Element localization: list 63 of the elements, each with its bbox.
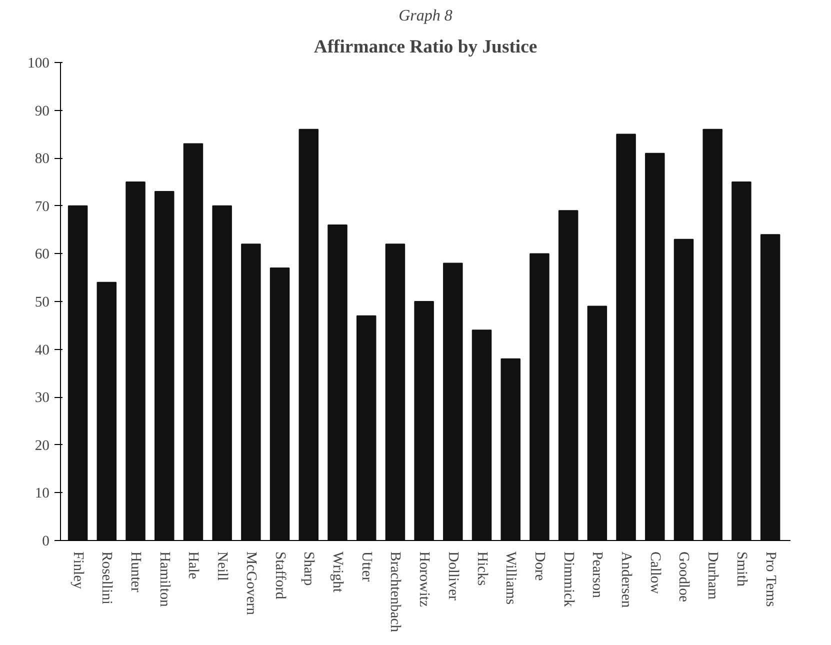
y-tick-label: 70	[34, 198, 50, 215]
bar	[500, 358, 520, 540]
bar	[96, 282, 117, 540]
bar	[760, 234, 780, 540]
x-tick-label: Neill	[214, 552, 230, 581]
x-tick-label: Hale	[185, 552, 202, 580]
bar	[645, 152, 665, 540]
x-tick-label: Hunter	[128, 552, 144, 592]
bar	[270, 268, 290, 540]
bar	[674, 238, 694, 540]
x-tick-label: Rosellini	[98, 552, 115, 604]
x-tick-label: Stafford	[272, 552, 288, 600]
caption: Graph 8	[398, 8, 452, 24]
bar	[530, 253, 550, 540]
x-tick-label: Utter	[358, 552, 374, 582]
x-tick-label: Dore	[531, 552, 548, 581]
bar	[356, 315, 376, 540]
bar	[298, 128, 319, 540]
x-tick-label: Goodloe	[676, 552, 692, 602]
bar	[702, 128, 722, 540]
x-tick-label: Sharp	[300, 552, 317, 586]
x-tick-label: Dimmick	[560, 552, 576, 608]
bar	[68, 205, 88, 540]
bar	[414, 301, 434, 540]
x-tick-label: Hamilton	[156, 552, 172, 608]
y-tick-label: 20	[34, 438, 50, 454]
chart-title: Affirmance Ratio by Justice	[314, 36, 538, 58]
x-tick-label: Durham	[704, 552, 721, 600]
y-tick-label: 10	[34, 486, 50, 502]
x-tick-label: Smith	[733, 552, 750, 588]
x-tick-label: Callow	[646, 552, 663, 594]
y-tick-label: 100	[28, 56, 50, 72]
bar	[616, 134, 636, 540]
bar	[558, 210, 578, 540]
bar	[587, 306, 608, 540]
bar	[241, 244, 261, 540]
bar	[183, 143, 204, 540]
bar	[732, 182, 752, 540]
x-tick-label: Andersen	[618, 552, 634, 608]
x-tick-label: Brachtenbach	[387, 552, 404, 633]
x-tick-label: Horowitz	[416, 552, 432, 608]
bar	[212, 205, 232, 540]
x-tick-label: Pro Tems	[762, 552, 778, 608]
bar	[385, 244, 406, 540]
y-tick-label: 50	[34, 294, 50, 310]
x-tick-label: Pearson	[589, 552, 606, 599]
x-tick-label: Finley	[70, 552, 86, 590]
y-tick-label: 80	[34, 151, 50, 168]
x-tick-label: McGovern	[242, 552, 259, 616]
bar	[472, 330, 492, 540]
y-tick-label: 90	[34, 103, 50, 120]
x-tick-label: Wright	[329, 552, 346, 592]
bar	[154, 191, 174, 540]
x-tick-label: Hicks	[474, 552, 490, 586]
bar	[443, 262, 463, 540]
bar	[126, 182, 146, 540]
x-tick-label: Williams	[502, 552, 519, 605]
y-tick-label: 30	[34, 390, 50, 406]
bar	[328, 224, 348, 540]
y-tick-label: 40	[34, 342, 50, 358]
x-tick-label: Dolliver	[444, 552, 461, 600]
y-tick-label: 60	[34, 246, 50, 263]
y-tick-label: 0	[42, 534, 50, 550]
